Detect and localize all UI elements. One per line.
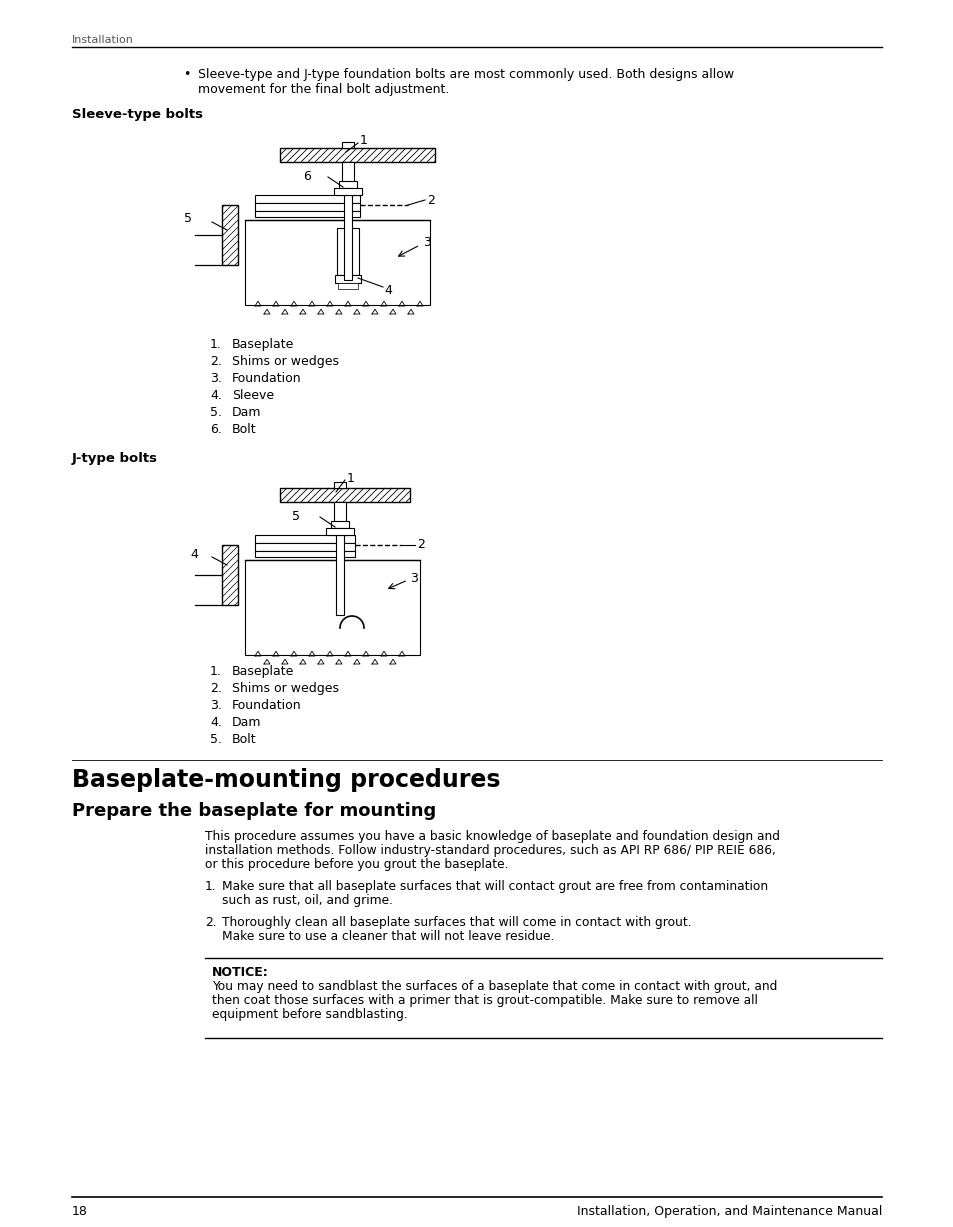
Text: J-type bolts: J-type bolts [71, 452, 158, 465]
Text: Shims or wedges: Shims or wedges [232, 355, 338, 368]
Text: 2: 2 [416, 539, 424, 551]
Text: Thoroughly clean all baseplate surfaces that will come in contact with grout.: Thoroughly clean all baseplate surfaces … [222, 917, 691, 929]
Text: Foundation: Foundation [232, 372, 301, 385]
Bar [345, 228, 351, 275]
Text: 2.: 2. [210, 355, 222, 368]
Bar [245, 220, 430, 306]
Bar [336, 228, 358, 275]
Text: 2.: 2. [205, 917, 216, 929]
Bar [254, 544, 355, 551]
Text: 3.: 3. [210, 699, 222, 712]
Text: 6.: 6. [210, 423, 222, 436]
Text: then coat those surfaces with a primer that is grout-compatible. Make sure to re: then coat those surfaces with a primer t… [212, 994, 757, 1007]
Text: Dam: Dam [232, 406, 261, 418]
Bar [335, 275, 360, 283]
Text: Installation, Operation, and Maintenance Manual: Installation, Operation, and Maintenance… [576, 1205, 882, 1218]
Bar [338, 182, 356, 188]
Text: 1: 1 [347, 471, 355, 485]
Text: 1.: 1. [210, 665, 222, 679]
Text: Foundation: Foundation [232, 699, 301, 712]
Text: 2.: 2. [210, 682, 222, 694]
Text: 4.: 4. [210, 717, 222, 729]
Text: Make sure that all baseplate surfaces that will contact grout are free from cont: Make sure that all baseplate surfaces th… [222, 880, 767, 893]
Text: movement for the final bolt adjustment.: movement for the final bolt adjustment. [198, 83, 449, 96]
Text: You may need to sandblast the surfaces of a baseplate that come in contact with : You may need to sandblast the surfaces o… [212, 980, 777, 993]
Bar [222, 205, 237, 265]
Text: •: • [183, 67, 191, 81]
Text: Make sure to use a cleaner that will not leave residue.: Make sure to use a cleaner that will not… [222, 930, 554, 944]
Text: 5: 5 [292, 510, 299, 524]
Bar [337, 283, 357, 290]
Bar [254, 211, 359, 217]
Bar [335, 502, 344, 615]
Bar [334, 482, 346, 488]
Text: installation methods. Follow industry-standard procedures, such as API RP 686/ P: installation methods. Follow industry-st… [205, 844, 775, 856]
Text: 4: 4 [190, 548, 197, 562]
Text: NOTICE:: NOTICE: [212, 966, 269, 979]
Text: 4.: 4. [210, 389, 222, 402]
Text: Installation: Installation [71, 36, 133, 45]
Bar [334, 188, 361, 195]
Text: 1.: 1. [205, 880, 216, 893]
Bar [344, 162, 352, 280]
Bar [341, 142, 354, 148]
Text: Baseplate-mounting procedures: Baseplate-mounting procedures [71, 768, 500, 791]
Bar [254, 535, 355, 544]
Text: 18: 18 [71, 1205, 88, 1218]
Text: Bolt: Bolt [232, 733, 256, 746]
Text: Baseplate: Baseplate [232, 337, 294, 351]
Text: such as rust, oil, and grime.: such as rust, oil, and grime. [222, 894, 393, 907]
Text: 4: 4 [384, 283, 392, 297]
Text: Sleeve: Sleeve [232, 389, 274, 402]
Text: Bolt: Bolt [232, 423, 256, 436]
Text: Shims or wedges: Shims or wedges [232, 682, 338, 694]
Text: 1.: 1. [210, 337, 222, 351]
Text: 3.: 3. [210, 372, 222, 385]
Bar [331, 521, 349, 528]
Text: 2: 2 [427, 194, 435, 206]
Text: 3: 3 [422, 237, 431, 249]
Bar [334, 502, 346, 535]
Text: 5: 5 [184, 211, 192, 225]
Bar [326, 528, 354, 535]
Text: This procedure assumes you have a basic knowledge of baseplate and foundation de: This procedure assumes you have a basic … [205, 829, 780, 843]
Bar [245, 560, 419, 655]
Text: Sleeve-type and J-type foundation bolts are most commonly used. Both designs all: Sleeve-type and J-type foundation bolts … [198, 67, 734, 81]
Text: 5.: 5. [210, 406, 222, 418]
Bar [341, 162, 354, 195]
Text: 3: 3 [410, 572, 417, 584]
Text: 1: 1 [359, 134, 368, 146]
Text: Dam: Dam [232, 717, 261, 729]
Bar [254, 551, 355, 557]
Text: or this procedure before you grout the baseplate.: or this procedure before you grout the b… [205, 858, 508, 871]
Bar [222, 545, 237, 605]
Text: Prepare the baseplate for mounting: Prepare the baseplate for mounting [71, 802, 436, 820]
Bar [280, 488, 410, 502]
Text: Baseplate: Baseplate [232, 665, 294, 679]
Bar [280, 148, 435, 162]
Bar [254, 195, 359, 202]
Text: 5.: 5. [210, 733, 222, 746]
Text: 6: 6 [303, 171, 311, 184]
Text: equipment before sandblasting.: equipment before sandblasting. [212, 1009, 407, 1021]
Text: Sleeve-type bolts: Sleeve-type bolts [71, 108, 203, 121]
Bar [254, 202, 359, 211]
